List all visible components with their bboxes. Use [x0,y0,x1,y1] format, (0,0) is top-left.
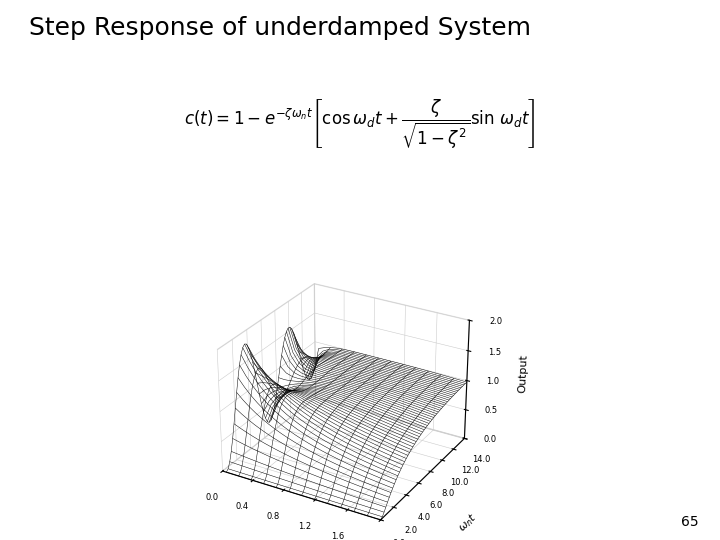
Y-axis label: $\omega_n t$: $\omega_n t$ [456,510,480,535]
Text: Step Response of underdamped System: Step Response of underdamped System [29,16,531,40]
Text: 65: 65 [681,515,698,529]
Text: $c(t) = 1 - e^{-\zeta\omega_n t}\left[\cos\omega_d t + \dfrac{\zeta}{\sqrt{1-\ze: $c(t) = 1 - e^{-\zeta\omega_n t}\left[\c… [184,97,536,151]
